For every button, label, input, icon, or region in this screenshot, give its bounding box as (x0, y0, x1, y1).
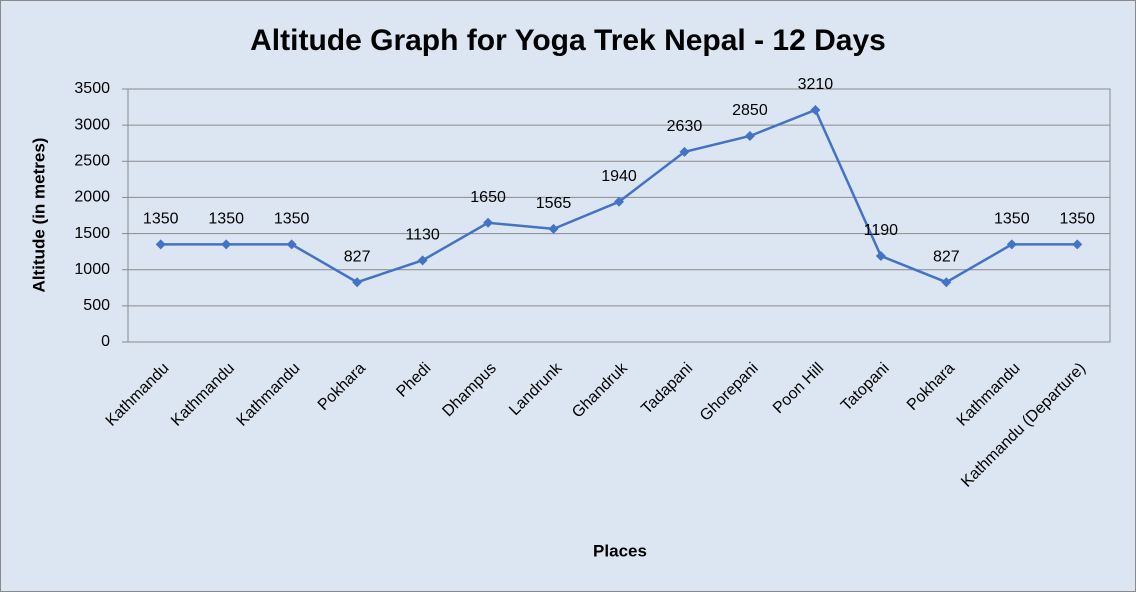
y-tick-label: 2000 (74, 189, 110, 206)
marker (1072, 239, 1083, 250)
marker (810, 104, 821, 115)
data-label: 1940 (601, 168, 637, 185)
marker (352, 277, 363, 288)
data-label: 1190 (864, 222, 899, 239)
y-tick-label: 2500 (74, 153, 110, 170)
y-tick-label: 0 (101, 333, 110, 350)
marker (286, 239, 297, 250)
data-label: 2850 (732, 102, 768, 119)
marker (221, 239, 232, 250)
y-tick-label: 3000 (74, 116, 110, 133)
data-label: 1565 (536, 195, 572, 212)
y-tick-label: 500 (83, 297, 110, 314)
marker (155, 239, 166, 250)
x-axis-title: Places (593, 541, 647, 560)
marker (1006, 239, 1017, 250)
y-axis-title: Altitude (in metres) (29, 138, 48, 293)
marker (548, 223, 559, 234)
y-tick-label: 3500 (74, 80, 110, 97)
marker (417, 255, 428, 266)
data-label: 1350 (143, 211, 179, 228)
chart-title: Altitude Graph for Yoga Trek Nepal - 12 … (250, 24, 886, 57)
marker (941, 277, 952, 288)
data-label: 1130 (405, 227, 440, 244)
data-label: 1650 (470, 189, 506, 206)
data-label: 1350 (208, 211, 244, 228)
marker (483, 217, 494, 228)
data-label: 1350 (1059, 211, 1095, 228)
y-tick-label: 1500 (74, 225, 110, 242)
marker (679, 146, 690, 157)
data-label: 3210 (798, 76, 834, 93)
data-label: 827 (344, 248, 371, 265)
data-label: 1350 (994, 211, 1030, 228)
marker (875, 250, 886, 261)
marker (744, 130, 755, 141)
data-label: 827 (933, 248, 960, 265)
data-label: 2630 (667, 118, 703, 135)
y-tick-label: 1000 (74, 261, 110, 278)
data-label: 1350 (274, 211, 310, 228)
marker (614, 196, 624, 207)
